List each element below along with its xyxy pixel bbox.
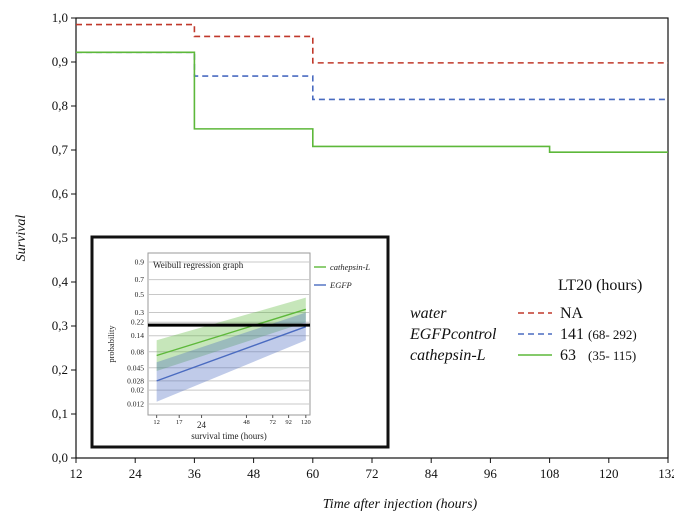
inset-x-axis-label: survival time (hours) — [191, 431, 267, 441]
main-y-axis: 0,0 0,1 0,2 0,3 0,4 0,5 0,6 0,7 0,8 0,9 1,0 — [52, 10, 76, 465]
inset-regression-line — [156, 326, 307, 382]
inset-y-tick-label: 0.7 — [135, 275, 145, 284]
main-x-axis: 12 24 36 48 60 72 84 96 108 120 132 — [70, 458, 674, 481]
inset-y-tick-label: 0.5 — [135, 290, 145, 299]
y-tick-label: 0,0 — [52, 450, 68, 465]
legend: water NA EGFPcontrol 141 (68- 292) cathepsin-… — [409, 305, 637, 364]
y-axis-label: Survival — [14, 215, 29, 262]
y-tick-label: 0,5 — [52, 230, 68, 245]
x-tick-label: 24 — [129, 466, 143, 481]
y-tick-label: 0,6 — [52, 186, 69, 201]
legend-lt20-value: 63 — [560, 347, 576, 364]
inset-x-tick-label: 17 — [176, 419, 183, 426]
x-tick-label: 96 — [484, 466, 498, 481]
inset-legend-label: EGFP — [329, 280, 352, 290]
x-tick-label: 12 — [70, 466, 83, 481]
inset-y-tick-label: 0.3 — [135, 308, 145, 317]
x-tick-label: 120 — [599, 466, 619, 481]
main-series-group — [76, 23, 668, 153]
legend-lt20-value: 141 — [560, 326, 584, 343]
legend-ci: (68- 292) — [588, 327, 637, 342]
legend-label: EGFPcontrol — [409, 326, 497, 343]
inset-y-tick-label: 0.012 — [127, 399, 144, 408]
x-tick-label: 60 — [306, 466, 319, 481]
series-line-cathepsin-L — [76, 51, 668, 153]
y-tick-label: 0,1 — [52, 406, 68, 421]
legend-title: LT20 (hours) — [558, 277, 642, 294]
y-tick-label: 0,7 — [52, 142, 69, 157]
inset-x-tick-label: 48 — [243, 419, 250, 426]
inset-y-tick-label: 0.22 — [131, 318, 144, 327]
inset-legend-label: cathepsin-L — [330, 262, 370, 272]
legend-label: cathepsin-L — [410, 347, 486, 364]
x-tick-label: 48 — [247, 466, 260, 481]
inset-x-tick-label: 92 — [285, 419, 292, 426]
series-line-EGFPcontrol — [76, 51, 668, 101]
x-tick-label: 132 — [658, 466, 674, 481]
legend-lt20-value: NA — [560, 305, 584, 322]
inset-y-tick-label: 0.045 — [127, 363, 144, 372]
y-tick-label: 0,3 — [52, 318, 68, 333]
inset-y-tick-label: 0.08 — [131, 347, 144, 356]
inset-regression-line — [156, 308, 307, 357]
inset-y-tick-label: 0.02 — [131, 386, 144, 395]
inset-confidence-band — [156, 297, 306, 372]
inset-x-tick-label: 24 — [197, 420, 207, 430]
legend-label: water — [410, 305, 447, 322]
x-tick-label: 36 — [188, 466, 202, 481]
inset-y-tick-label: 0.9 — [135, 258, 145, 267]
y-tick-label: 0,4 — [52, 274, 69, 289]
inset-confidence-band — [156, 312, 306, 402]
x-axis-label: Time after injection (hours) — [323, 497, 478, 512]
x-tick-label: 84 — [425, 466, 439, 481]
inset-x-tick-label: 12 — [153, 419, 160, 426]
inset-x-tick-label: 72 — [269, 419, 276, 426]
inset-y-axis-label: probability — [106, 325, 116, 363]
inset-y-tick-label: 0.028 — [127, 376, 144, 385]
legend-ci: (35- 115) — [588, 348, 636, 363]
y-tick-label: 0,8 — [52, 98, 68, 113]
inset-title: Weibull regression graph — [153, 260, 244, 270]
y-tick-label: 0,2 — [52, 362, 68, 377]
x-tick-label: 72 — [366, 466, 379, 481]
inset-y-tick-label: 0.14 — [131, 331, 144, 340]
series-line-water — [76, 23, 668, 64]
inset-x-tick-label: 120 — [301, 419, 311, 426]
y-tick-label: 0,9 — [52, 54, 68, 69]
y-tick-label: 1,0 — [52, 10, 68, 25]
x-tick-label: 108 — [540, 466, 560, 481]
